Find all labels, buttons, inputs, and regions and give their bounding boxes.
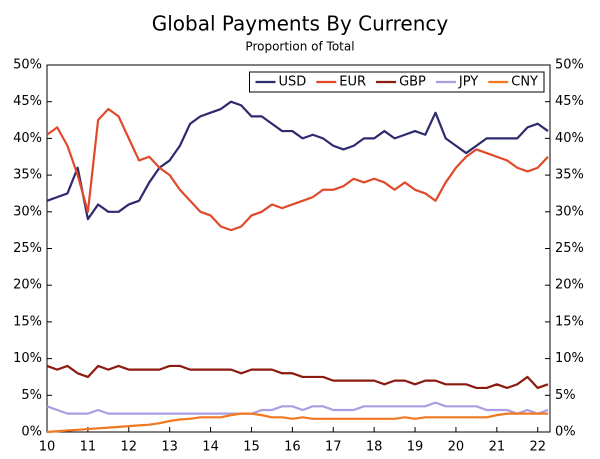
series-line	[46, 107, 549, 232]
y-tick-label: 0%	[21, 425, 42, 440]
y-tick-label: 30%	[13, 204, 42, 219]
legend-box	[249, 71, 545, 93]
y2-tick-label: 5%	[555, 388, 576, 403]
x-tick-label: 15	[243, 440, 260, 455]
series-line	[46, 364, 549, 390]
y2-tick-label: 30%	[555, 204, 584, 219]
x-tick-label: 18	[366, 440, 383, 455]
y2-tick-label: 50%	[555, 58, 584, 73]
y-tick-label: 10%	[13, 351, 42, 366]
y2-tick-label: 45%	[555, 94, 584, 109]
y-tick-label: 20%	[13, 278, 42, 293]
legend-label: JPY	[458, 75, 478, 90]
y-tick-label: 35%	[13, 168, 42, 183]
y-tick-label: 50%	[13, 58, 42, 73]
x-tick-label: 22	[529, 440, 546, 455]
y2-tick-label: 35%	[555, 168, 584, 183]
x-tick-label: 19	[407, 440, 424, 455]
x-tick-label: 17	[325, 440, 342, 455]
x-tick-label: 12	[121, 440, 138, 455]
series-line	[46, 401, 549, 415]
y2-tick-label: 20%	[555, 278, 584, 293]
y2-tick-label: 15%	[555, 314, 584, 329]
y2-tick-label: 10%	[555, 351, 584, 366]
chart-title: Global Payments By Currency	[152, 12, 449, 36]
legend-label: CNY	[511, 75, 538, 90]
y-tick-label: 25%	[13, 241, 42, 256]
x-tick-label: 21	[489, 440, 506, 455]
y-tick-label: 40%	[13, 131, 42, 146]
y2-tick-label: 25%	[555, 241, 584, 256]
x-tick-label: 11	[80, 440, 97, 455]
y-tick-label: 45%	[13, 94, 42, 109]
y2-tick-label: 40%	[555, 131, 584, 146]
y-tick-label: 15%	[13, 314, 42, 329]
legend-label: GBP	[399, 75, 426, 90]
y2-tick-label: 0%	[555, 425, 576, 440]
legend-label: EUR	[339, 75, 366, 90]
legend: USD EUR GBP JPY CNY	[249, 71, 545, 93]
x-tick-label: 16	[284, 440, 301, 455]
legend-label: USD	[279, 75, 307, 90]
plot-frame	[46, 64, 551, 433]
series-line	[46, 412, 548, 434]
chart-subtitle: Proportion of Total	[245, 40, 354, 54]
x-tick-label: 14	[202, 440, 219, 455]
x-tick-label: 10	[39, 440, 56, 455]
x-tick-label: 20	[448, 440, 465, 455]
x-tick-label: 13	[161, 440, 178, 455]
y-tick-label: 5%	[21, 388, 42, 403]
series-line	[46, 100, 549, 221]
